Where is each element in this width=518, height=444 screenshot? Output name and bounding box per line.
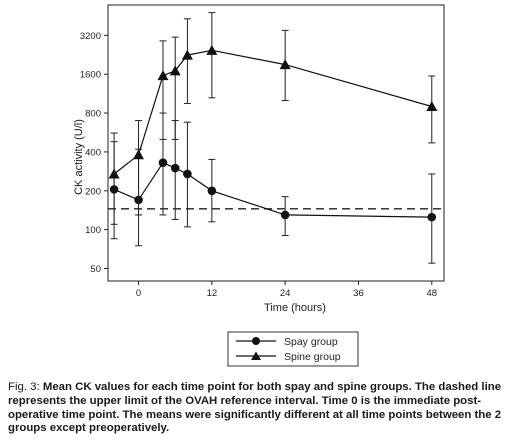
- data-point-spine: [426, 100, 438, 111]
- caption-lead: Fig. 3:: [8, 381, 43, 393]
- legend: Spay group Spine group: [227, 331, 359, 367]
- y-tick-label: 1600: [80, 70, 101, 81]
- plot-frame: [107, 4, 445, 282]
- data-point-spine: [108, 168, 120, 179]
- data-point-spine: [169, 65, 181, 76]
- series-layer: [108, 12, 438, 264]
- x-tick-label: 48: [426, 288, 437, 299]
- legend-box: [227, 331, 359, 367]
- series-line-spay: [113, 161, 432, 218]
- series-line-spine: [113, 49, 432, 175]
- figure-caption: Fig. 3: Mean CK values for each time poi…: [8, 381, 513, 436]
- y-tick-label: 50: [90, 264, 101, 275]
- data-point-spine: [181, 49, 193, 60]
- legend-marker-spine: [251, 351, 261, 360]
- data-point-spay: [183, 169, 192, 179]
- legend-marker-spay: [252, 337, 260, 345]
- data-point-spine: [279, 59, 291, 70]
- x-tick-label: 24: [280, 288, 291, 299]
- y-tick-label: 200: [85, 186, 101, 197]
- series-spine: [108, 12, 438, 225]
- y-tick-label: 3200: [80, 31, 101, 42]
- data-point-spay: [170, 163, 180, 173]
- data-point-spine: [157, 70, 169, 81]
- y-axis-title: CK activity (U/l): [73, 119, 85, 195]
- data-point-spine: [133, 149, 145, 160]
- axes: 50 100 200 400 800 1600 3200 0 12 24 36 48: [80, 4, 445, 299]
- x-tick-label: 12: [207, 288, 218, 299]
- x-tick-label: 36: [353, 288, 364, 299]
- x-axis-title: Time (hours): [264, 302, 326, 314]
- ck-activity-chart: 50 100 200 400 800 1600 3200 0 12 24 36 48 CK activ…: [73, 4, 445, 367]
- data-point-spay: [207, 186, 217, 196]
- series-spay: [109, 112, 437, 264]
- x-tick-label: 0: [136, 288, 141, 299]
- data-point-spay: [427, 212, 437, 222]
- y-tick-label: 400: [85, 147, 101, 158]
- y-tick-label: 100: [85, 225, 101, 236]
- data-point-spay: [158, 158, 168, 168]
- legend-label-spine: Spine group: [284, 351, 341, 363]
- caption-body: Mean CK values for each time point for b…: [8, 381, 502, 435]
- data-point-spay: [280, 210, 290, 220]
- data-point-spine: [206, 44, 218, 55]
- y-tick-label: 800: [85, 109, 101, 120]
- legend-label-spay: Spay group: [284, 336, 338, 348]
